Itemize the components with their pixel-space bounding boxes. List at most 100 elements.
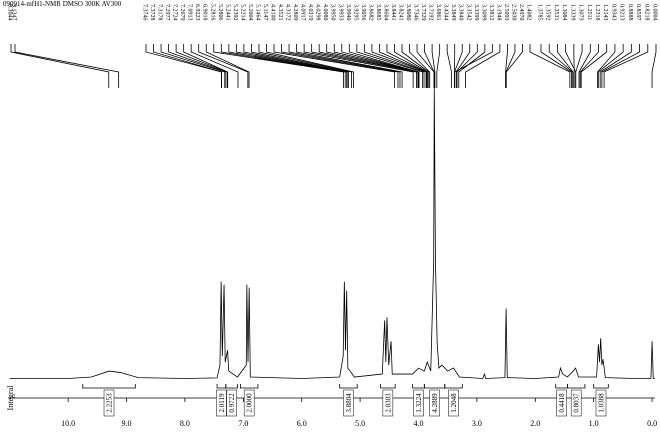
peak-label: 0.8218 — [643, 4, 649, 21]
peak-label: 1.3339 — [569, 4, 575, 21]
peak-leader — [454, 44, 493, 88]
peak-label: 5.2004 — [247, 4, 253, 21]
integral-bracket — [225, 384, 238, 389]
x-tick-label: 1.0 — [589, 419, 599, 428]
x-tick-label: 7.0 — [238, 419, 248, 428]
peak-leader — [651, 44, 657, 88]
peak-label: 3.3542 — [465, 4, 471, 21]
peak-leader — [394, 44, 429, 88]
peak-leader — [198, 44, 249, 88]
peak-leader — [326, 44, 419, 88]
peak-leader — [578, 44, 591, 88]
integral-label: 0.4418 — [558, 393, 566, 413]
peak-label: 5.2392 — [232, 4, 238, 21]
peak-label: 4.0080 — [322, 4, 328, 21]
peak-label: 3.3399 — [473, 4, 479, 21]
peak-leader — [557, 44, 574, 88]
peak-leader — [458, 44, 486, 88]
peak-label: 1.2143 — [602, 4, 608, 21]
peak-leader — [601, 44, 640, 88]
peak-leader — [251, 44, 349, 88]
peak-label: 1.3531 — [553, 4, 559, 21]
x-tick-label: 10.0 — [61, 419, 75, 428]
peak-label: 3.3849 — [450, 4, 456, 21]
peak-leader — [183, 44, 229, 88]
peak-label: 1.3084 — [561, 4, 567, 21]
peak-leader — [431, 44, 436, 88]
integral-box — [226, 389, 237, 417]
peak-leader — [281, 44, 399, 88]
peak-label: 3.9950 — [330, 4, 336, 21]
peak-leader — [436, 44, 441, 88]
chart-title: 090914-mfH1-NMR DMSO 300K AV300 — [3, 0, 122, 8]
peak-label: 3.8685 — [375, 4, 381, 21]
integral-label: 0.8037 — [573, 393, 581, 413]
peak-label: 7.0913 — [187, 4, 193, 21]
peak-label: 7.3178 — [157, 4, 163, 21]
peak-leader — [266, 44, 354, 88]
integral-label: 1.2048 — [450, 393, 458, 413]
integral-label: 2.0000 — [246, 393, 254, 413]
x-tick-label: 5.0 — [355, 419, 365, 428]
peak-label: 6.9018 — [202, 4, 208, 21]
peak-leader — [597, 44, 624, 88]
peak-label: 0.8597 — [635, 4, 641, 21]
peak-label: 3.8441 — [390, 4, 396, 21]
peak-leader — [258, 44, 352, 88]
integral-bracket — [82, 384, 136, 389]
peak-label: 1.3073 — [578, 4, 584, 21]
peak-label: 7.2977 — [164, 4, 170, 21]
peak-label: 7.3746 — [142, 4, 148, 21]
peak-label: 4.0917 — [300, 4, 306, 21]
peak-label: 4.0298 — [315, 4, 321, 21]
peak-label: 3.9295 — [352, 4, 358, 21]
integral-bracket — [423, 384, 446, 389]
integral-bracket — [412, 384, 425, 389]
peak-leader — [446, 44, 452, 88]
peak-label: 1.2318 — [594, 4, 600, 21]
x-tick-label: 0.0 — [647, 419, 657, 428]
integral-box — [448, 389, 459, 417]
peak-leader — [579, 44, 599, 88]
peak-leader — [243, 44, 348, 88]
peak-leader — [153, 44, 222, 88]
peak-leader — [456, 44, 478, 88]
peak-leader — [505, 44, 523, 88]
peak-leader — [603, 44, 649, 88]
peak-label: 1.4082 — [526, 4, 532, 21]
peak-label: 7.2724 — [172, 4, 178, 21]
peak-label: 3.8241 — [398, 4, 404, 21]
integral-bracket — [380, 384, 396, 389]
integral-label: 0.9722 — [228, 393, 236, 413]
peak-label: 0.9343 — [610, 4, 616, 21]
integral-box — [103, 389, 115, 417]
peak-leader — [599, 44, 632, 88]
peak-leader — [454, 44, 463, 88]
peak-label: 3.7192 — [428, 4, 434, 21]
peak-label: 5.2214 — [239, 4, 245, 21]
integral-box — [595, 389, 607, 417]
peak-label: 5.1147 — [262, 4, 268, 20]
x-tick-label: 8.0 — [180, 419, 190, 428]
peak-label: 2.5030 — [510, 4, 516, 21]
peak-label: 3.8080 — [405, 4, 411, 21]
integral-box — [570, 389, 582, 417]
integral-label: 1.0388 — [597, 393, 605, 413]
peak-label: 4.0319 — [307, 4, 313, 21]
integral-box — [343, 389, 354, 417]
peak-label: 1.3785 — [537, 4, 543, 21]
peak-leader — [348, 44, 420, 88]
integral-box — [413, 389, 424, 417]
peak-label: 2.5093 — [503, 4, 509, 21]
integral-bracket — [240, 384, 259, 389]
peak-label: 3.8682 — [367, 4, 373, 21]
peak-label: 4.3172 — [285, 4, 291, 21]
integral-label: 2.2253 — [106, 393, 114, 413]
peak-label: 3.9933 — [337, 4, 343, 21]
peak-label: 6.9223 — [194, 4, 200, 21]
peak-leader — [190, 44, 239, 88]
integral-bracket — [593, 384, 609, 389]
x-tick-label: 2.0 — [530, 419, 540, 428]
peak-leader — [296, 44, 403, 88]
